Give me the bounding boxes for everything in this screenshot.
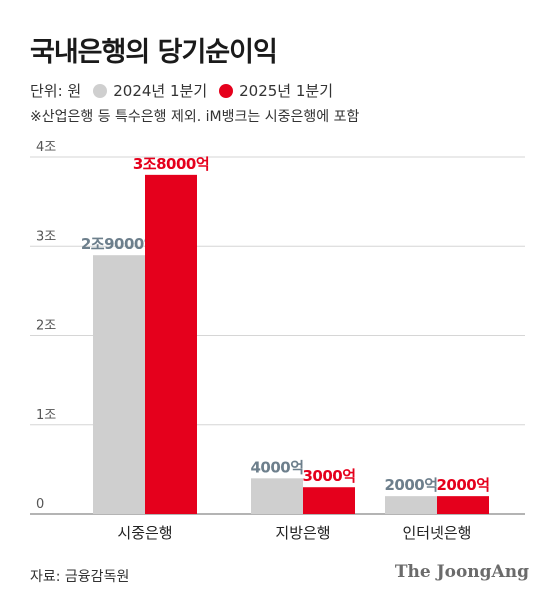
data-label: 2000억	[384, 476, 437, 494]
legend-swatch-2025	[219, 83, 234, 98]
unit-label: 단위: 원	[30, 82, 82, 100]
bar	[385, 496, 437, 514]
x-category-label: 인터넷은행	[402, 524, 471, 542]
source-text: 자료: 금융감독원	[30, 569, 130, 585]
bar	[251, 478, 303, 514]
bar	[303, 487, 355, 514]
bar	[93, 255, 145, 515]
legend-swatch-2024	[93, 83, 108, 98]
legend-item-2025: 2025년 1분기	[219, 80, 333, 101]
data-label: 2000억	[436, 476, 489, 494]
data-label: 4000억	[250, 458, 303, 476]
footnote: ※산업은행 등 특수은행 제외. iM뱅크는 시중은행에 포함	[30, 109, 360, 125]
chart-title: 국내은행의 당기순이익	[30, 37, 278, 68]
y-tick-label: 4조	[36, 140, 56, 155]
y-tick-label: 0	[36, 497, 44, 512]
y-tick-label: 1조	[36, 408, 56, 423]
bar	[437, 496, 489, 514]
y-tick-label: 3조	[36, 229, 56, 244]
brand-logo: The JoongAng	[394, 562, 529, 582]
legend-label-2025: 2025년 1분기	[239, 82, 334, 100]
legend-item-2024: 2024년 1분기	[93, 80, 207, 101]
legend-label-2024: 2024년 1분기	[113, 82, 208, 100]
x-category-label: 지방은행	[275, 524, 330, 542]
legend: 단위: 원 2024년 1분기 2025년 1분기	[30, 80, 333, 101]
data-label: 3조8000억	[133, 155, 209, 173]
y-tick-label: 2조	[36, 319, 56, 334]
x-category-label: 시중은행	[117, 524, 172, 542]
data-label: 3000억	[302, 467, 355, 485]
data-label: 2조9000억	[81, 235, 157, 253]
bar	[145, 174, 197, 514]
